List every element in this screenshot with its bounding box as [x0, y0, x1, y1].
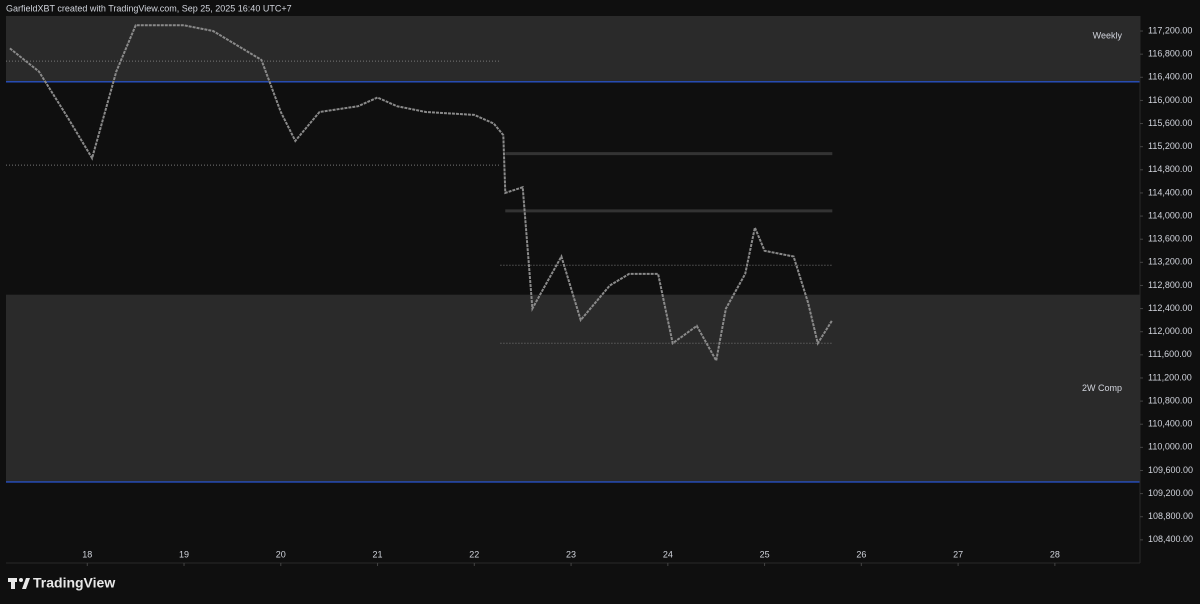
x-tick-label: 28 [1050, 549, 1060, 559]
x-tick-label: 19 [179, 549, 189, 559]
y-tick-label: 110,800.00 [1148, 395, 1192, 405]
footer-logo: TradingView [33, 575, 115, 591]
x-tick-label: 25 [760, 549, 770, 559]
y-tick-label: 108,800.00 [1148, 511, 1193, 521]
zone-label: 2W Comp [1082, 383, 1122, 393]
x-tick-label: 18 [82, 549, 92, 559]
y-tick-label: 109,200.00 [1148, 488, 1193, 498]
y-tick-label: 113,600.00 [1148, 234, 1192, 244]
y-tick-label: 113,200.00 [1148, 257, 1192, 267]
x-tick-label: 20 [276, 549, 286, 559]
zone [6, 16, 1140, 82]
x-tick-label: 21 [373, 549, 383, 559]
x-tick-label: 27 [953, 549, 963, 559]
x-tick-label: 23 [566, 549, 576, 559]
zone-label: Weekly [1093, 30, 1123, 40]
logo-icon [8, 578, 30, 589]
y-tick-label: 114,000.00 [1148, 210, 1192, 220]
y-tick-label: 116,800.00 [1148, 49, 1192, 59]
y-tick-label: 117,200.00 [1148, 25, 1192, 35]
y-tick-label: 116,000.00 [1148, 95, 1192, 105]
y-tick-label: 109,600.00 [1148, 465, 1193, 475]
plot-area: Weekly 2W Comp [6, 16, 1140, 483]
y-tick-label: 110,400.00 [1148, 419, 1192, 429]
y-tick-label: 114,400.00 [1148, 187, 1192, 197]
y-tick-label: 111,200.00 [1148, 372, 1192, 382]
y-tick-label: 115,600.00 [1148, 118, 1192, 128]
y-tick-label: 110,000.00 [1148, 442, 1192, 452]
y-tick-label: 112,000.00 [1148, 326, 1192, 336]
y-tick-label: 112,400.00 [1148, 303, 1192, 313]
x-tick-label: 26 [856, 549, 866, 559]
y-tick-label: 114,800.00 [1148, 164, 1192, 174]
y-tick-label: 116,400.00 [1148, 72, 1192, 82]
x-tick-label: 22 [469, 549, 479, 559]
x-tick-label: 24 [663, 549, 673, 559]
zone [6, 294, 1140, 483]
y-tick-label: 111,600.00 [1148, 349, 1192, 359]
header: GarfieldXBT created with TradingView.com… [6, 3, 292, 13]
y-tick-label: 108,400.00 [1148, 534, 1193, 544]
price-line [9, 24, 834, 364]
y-tick-label: 112,800.00 [1148, 280, 1192, 290]
y-tick-label: 115,200.00 [1148, 141, 1192, 151]
